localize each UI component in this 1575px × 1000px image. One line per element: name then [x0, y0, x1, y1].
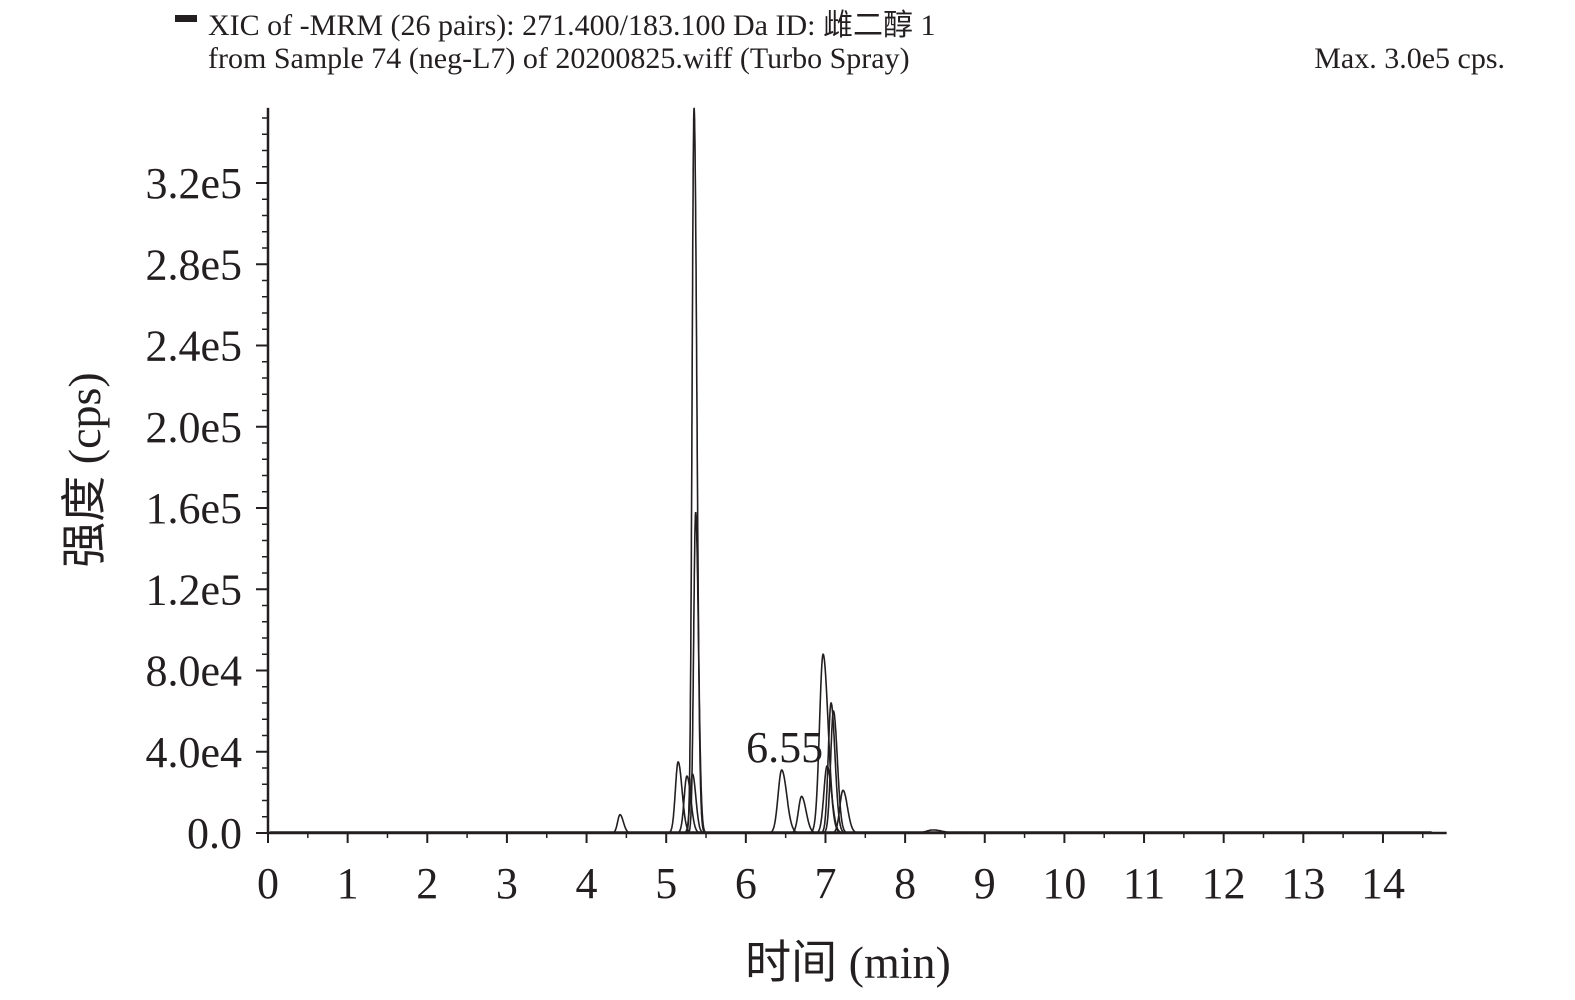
x-tick-label: 14: [1361, 859, 1405, 908]
y-tick-label: 1.6e5: [145, 484, 242, 533]
x-tick-label: 0: [257, 859, 279, 908]
x-tick-label: 13: [1281, 859, 1325, 908]
y-tick-label: 1.2e5: [145, 565, 242, 614]
x-tick-label: 9: [974, 859, 996, 908]
legend-swatch: [175, 15, 197, 22]
chromatogram-peak: [685, 511, 708, 834]
y-tick-label: 2.0e5: [145, 403, 242, 452]
max-intensity-label: Max. 3.0e5 cps.: [1314, 42, 1505, 75]
x-axis-title: 时间 (min): [745, 937, 951, 988]
peak-annotation: 6.55: [746, 723, 823, 772]
x-tick-label: 8: [894, 859, 916, 908]
y-tick-label: 0.0: [187, 809, 242, 858]
y-tick-label: 4.0e4: [145, 728, 242, 777]
header-line-1: XIC of -MRM (26 pairs): 271.400/183.100 …: [208, 9, 936, 42]
y-tick-label: 8.0e4: [145, 647, 242, 696]
header-line-2: from Sample 74 (neg-L7) of 20200825.wiff…: [208, 42, 910, 75]
x-tick-label: 3: [496, 859, 518, 908]
x-tick-label: 6: [735, 859, 757, 908]
chromatogram-peak: [901, 829, 972, 834]
y-tick-label: 2.4e5: [145, 322, 242, 371]
chromatogram-peak: [684, 107, 707, 834]
x-tick-label: 2: [416, 859, 438, 908]
y-tick-label: 3.2e5: [145, 159, 242, 208]
x-tick-label: 11: [1123, 859, 1165, 908]
x-tick-label: 5: [655, 859, 677, 908]
x-tick-label: 10: [1042, 859, 1086, 908]
x-tick-label: 7: [814, 859, 836, 908]
x-tick-label: 4: [576, 859, 598, 908]
chromatogram-peak: [608, 813, 635, 834]
y-tick-label: 2.8e5: [145, 240, 242, 289]
x-tick-label: 1: [337, 859, 359, 908]
y-axis-title: 强度 (cps): [59, 372, 110, 567]
x-tick-label: 12: [1202, 859, 1246, 908]
